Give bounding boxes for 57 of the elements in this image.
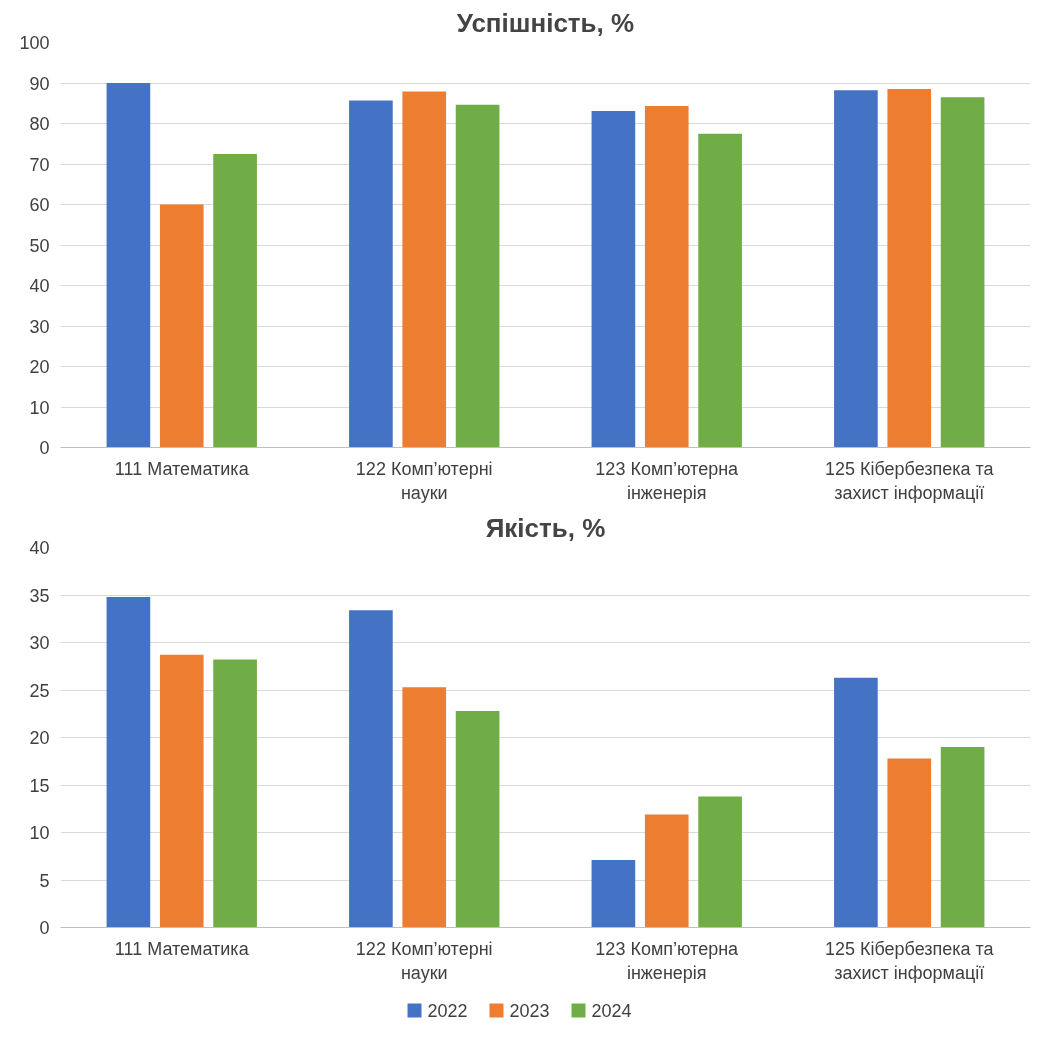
y-tick-label: 40	[29, 538, 50, 558]
y-tick-label: 20	[29, 357, 50, 377]
x-tick-label: 122 Комп’ютерні науки	[355, 938, 493, 983]
bar	[940, 97, 985, 448]
bar	[698, 796, 742, 928]
y-tick-label: 0	[39, 438, 50, 458]
y-tick-label: 60	[29, 195, 50, 215]
y-tick-label: 50	[29, 235, 50, 256]
bar	[106, 83, 151, 448]
x-tick-label: 122 Комп’ютерні науки	[355, 458, 493, 503]
bar	[455, 104, 500, 448]
bar	[591, 110, 636, 448]
bar	[591, 860, 636, 928]
x-tick-label: 123 Комп’ютерна інженерія	[595, 458, 740, 503]
x-tick-label: 111 Математика	[114, 458, 250, 479]
legend-label: 2023	[509, 1001, 550, 1021]
bar	[402, 687, 447, 928]
bar	[834, 90, 878, 448]
x-tick-label: 125 Кібербезпека та захист інформації	[824, 938, 995, 983]
bar	[159, 654, 204, 928]
bar	[159, 204, 204, 448]
y-tick-label: 100	[19, 33, 50, 53]
y-tick-label: 80	[29, 114, 50, 134]
bar	[349, 610, 393, 928]
bar	[887, 89, 932, 448]
bar	[834, 677, 878, 928]
x-tick-label: 111 Математика	[114, 938, 250, 959]
y-tick-label: 0	[39, 918, 50, 938]
y-tick-label: 30	[29, 316, 50, 337]
x-tick-label: 123 Комп’ютерна інженерія	[595, 938, 740, 983]
bar	[455, 710, 500, 928]
y-tick-label: 35	[29, 585, 50, 606]
bar	[887, 758, 932, 928]
x-tick-label: 125 Кібербезпека та захист інформації	[824, 458, 995, 503]
y-tick-label: 15	[29, 775, 50, 796]
bar	[644, 814, 689, 928]
bar	[106, 596, 151, 928]
bar	[349, 100, 393, 448]
bar	[644, 106, 689, 448]
y-tick-label: 5	[39, 870, 50, 891]
bar	[213, 659, 257, 928]
y-tick-label: 20	[29, 728, 50, 748]
y-tick-label: 10	[29, 397, 50, 418]
chart-title: Якість, %	[485, 512, 606, 543]
y-tick-label: 30	[29, 633, 50, 653]
chart-title: Успішність, %	[456, 7, 635, 38]
bar	[402, 91, 447, 448]
y-tick-label: 70	[29, 154, 50, 175]
y-tick-label: 40	[29, 276, 50, 296]
bar	[940, 747, 985, 928]
legend-label: 2024	[591, 1001, 632, 1021]
bar	[213, 153, 257, 448]
bar	[698, 133, 742, 448]
y-tick-label: 10	[29, 823, 50, 843]
y-tick-label: 90	[29, 73, 50, 94]
legend-label: 2022	[427, 1001, 468, 1021]
y-tick-label: 25	[29, 680, 50, 701]
